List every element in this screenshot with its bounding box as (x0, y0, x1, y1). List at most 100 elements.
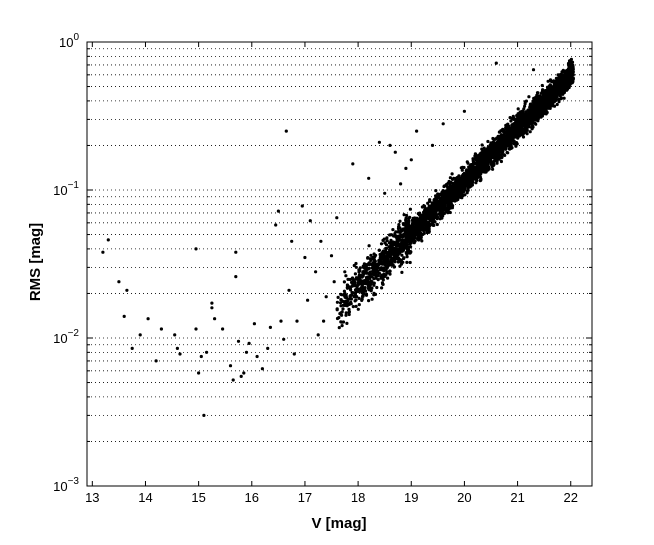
data-point (473, 152, 477, 156)
data-point (347, 310, 351, 314)
data-point (388, 254, 392, 258)
data-point (343, 292, 347, 296)
data-point (478, 153, 482, 157)
data-point (510, 123, 514, 127)
data-point (383, 274, 387, 278)
data-point (446, 193, 450, 197)
data-point (491, 167, 495, 171)
data-point (357, 296, 361, 300)
x-tick-label: 18 (351, 490, 365, 505)
data-point (417, 217, 422, 221)
data-point (422, 220, 426, 224)
data-point (530, 123, 535, 128)
data-point (483, 166, 487, 170)
data-point (531, 68, 536, 72)
data-point (365, 281, 370, 285)
data-point (426, 221, 430, 225)
x-axis-title: V [mag] (311, 515, 366, 532)
data-point (366, 283, 370, 287)
data-point (353, 272, 357, 276)
data-point (379, 242, 384, 246)
data-point (370, 263, 374, 267)
data-point (396, 256, 400, 260)
data-point (462, 109, 466, 113)
data-point (543, 109, 547, 113)
data-point (513, 135, 517, 139)
data-point (525, 116, 529, 120)
plot-frame (86, 41, 593, 487)
data-point (364, 292, 369, 296)
data-point (375, 285, 379, 290)
data-point (370, 297, 374, 301)
data-point (562, 78, 567, 82)
data-point (479, 156, 483, 160)
data-point (384, 268, 388, 272)
data-point (554, 96, 558, 100)
data-point (125, 288, 129, 292)
data-point (383, 241, 387, 245)
data-point (530, 106, 534, 110)
x-axis: 13 14 15 16 17 18 19 20 21 22 (85, 42, 578, 505)
data-point (393, 241, 397, 245)
data-point (382, 252, 386, 257)
data-point (396, 227, 401, 231)
data-point (451, 177, 455, 181)
data-point (512, 125, 516, 129)
data-point (393, 254, 397, 258)
data-point (364, 275, 369, 280)
data-point (448, 176, 452, 180)
data-point (359, 279, 364, 283)
data-point (392, 259, 396, 263)
data-point (362, 289, 366, 293)
data-point (372, 252, 376, 256)
data-point (266, 346, 270, 350)
data-point (436, 215, 440, 219)
data-point (415, 129, 419, 133)
data-point (210, 306, 214, 310)
data-point (523, 100, 527, 104)
data-point (454, 192, 458, 196)
data-point (402, 244, 406, 248)
data-point (351, 162, 355, 166)
data-point (427, 204, 431, 208)
data-point (349, 300, 353, 304)
data-point (405, 255, 409, 259)
data-point (560, 79, 564, 83)
data-point (553, 91, 557, 95)
data-point (487, 156, 491, 161)
data-point (418, 223, 422, 227)
data-point (549, 85, 553, 89)
data-point (369, 253, 373, 257)
data-point (533, 106, 537, 110)
data-point (536, 91, 540, 95)
data-point (173, 333, 177, 337)
data-point (205, 350, 209, 354)
data-point (292, 352, 296, 356)
data-point (555, 102, 559, 107)
data-point (419, 237, 423, 241)
y-tick-label: 100 (59, 32, 79, 50)
data-point (567, 64, 571, 68)
data-point (336, 295, 340, 299)
data-point (355, 277, 359, 281)
data-point (384, 264, 388, 268)
data-point (221, 327, 225, 331)
data-point (364, 269, 368, 273)
data-point (437, 195, 441, 199)
data-point (544, 89, 548, 93)
data-point (435, 204, 439, 208)
data-point (178, 352, 182, 356)
data-point (146, 317, 150, 321)
data-point (322, 319, 326, 323)
data-point (546, 103, 550, 107)
data-point (490, 143, 494, 147)
data-point (561, 88, 565, 92)
data-point (453, 188, 458, 192)
data-point (385, 257, 389, 261)
data-point (117, 280, 121, 284)
data-point (463, 193, 467, 197)
data-point (454, 179, 458, 183)
data-point (504, 145, 508, 149)
data-point (523, 104, 527, 108)
data-point (443, 184, 447, 188)
